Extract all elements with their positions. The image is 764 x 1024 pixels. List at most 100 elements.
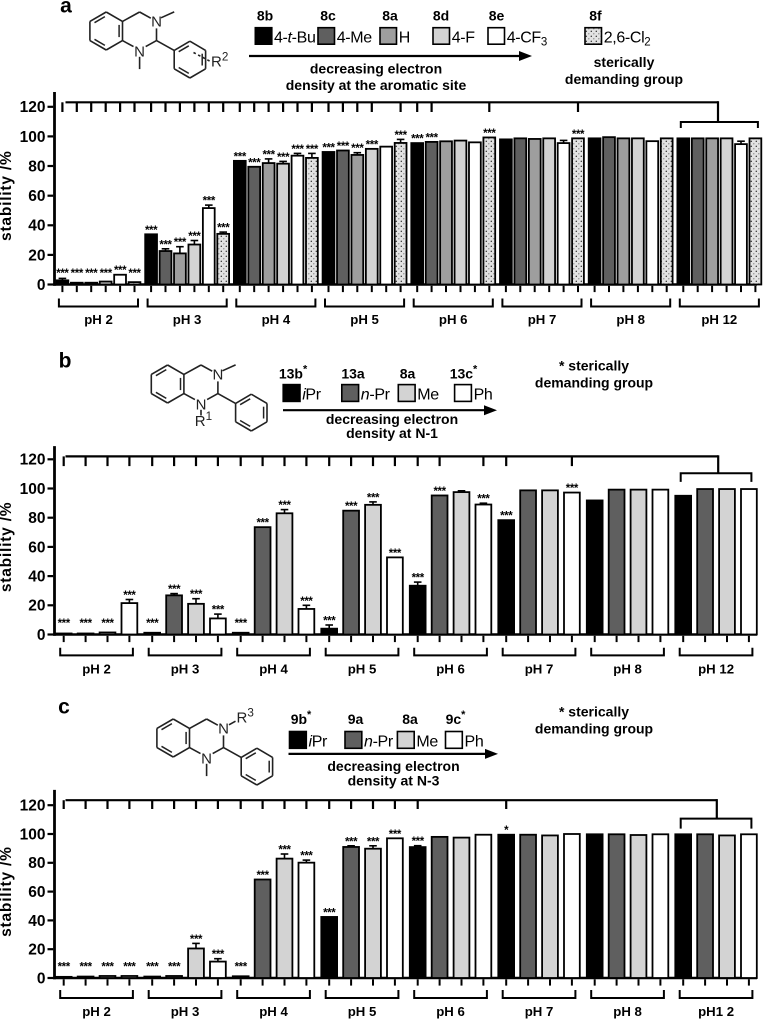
svg-text:***: *** [190, 934, 203, 946]
svg-text:4-F: 4-F [452, 29, 476, 46]
svg-text:***: *** [212, 949, 225, 961]
svg-text:N: N [201, 751, 212, 768]
svg-text:pH 6: pH 6 [436, 662, 465, 677]
svg-text:100: 100 [20, 826, 46, 843]
svg-text:2,6-Cl2: 2,6-Cl2 [604, 29, 651, 48]
svg-text:***: *** [277, 152, 290, 164]
svg-text:***: *** [323, 616, 336, 628]
svg-text:decreasing electron: decreasing electron [326, 411, 458, 427]
svg-text:R1: R1 [195, 410, 212, 430]
svg-text:***: *** [300, 851, 313, 863]
svg-text:8f: 8f [589, 8, 602, 24]
svg-text:***: *** [345, 501, 358, 513]
svg-text:density at N-1: density at N-1 [346, 425, 438, 441]
svg-text:N: N [134, 44, 145, 61]
svg-text:8e: 8e [489, 8, 505, 24]
svg-text:***: *** [146, 962, 159, 974]
svg-text:pH 3: pH 3 [171, 1004, 200, 1019]
svg-text:100: 100 [20, 481, 46, 498]
svg-text:8c: 8c [320, 8, 336, 24]
svg-text:8a: 8a [402, 711, 418, 727]
svg-text:density at the aromatic site: density at the aromatic site [286, 77, 467, 93]
svg-text:***: *** [235, 962, 248, 974]
svg-text:60: 60 [28, 188, 45, 205]
svg-text:***: *** [351, 143, 364, 155]
svg-text:n-Pr: n-Pr [364, 734, 394, 751]
svg-text:4-t-Bu: 4-t-Bu [274, 29, 316, 46]
svg-text:***: *** [168, 962, 181, 974]
svg-text:***: *** [483, 128, 496, 140]
svg-text:4-CF3: 4-CF3 [507, 29, 547, 48]
svg-text:R2: R2 [211, 51, 228, 71]
svg-text:9a: 9a [348, 711, 364, 727]
svg-text:***: *** [235, 618, 248, 630]
svg-text:***: *** [212, 605, 225, 617]
svg-text:***: *** [345, 836, 358, 848]
svg-text:***: *** [300, 596, 313, 608]
svg-text:13b*: 13b* [279, 364, 308, 382]
svg-text:sterically: sterically [594, 54, 655, 70]
svg-text:N: N [212, 367, 223, 384]
svg-text:demanding group: demanding group [565, 71, 683, 87]
svg-text:demanding group: demanding group [535, 721, 653, 737]
svg-text:***: *** [278, 845, 291, 857]
svg-text:Ph: Ph [474, 387, 493, 404]
svg-text:***: *** [79, 618, 92, 630]
svg-text:decreasing electron: decreasing electron [310, 61, 442, 77]
svg-text:iPr: iPr [302, 387, 322, 404]
svg-text:demanding group: demanding group [535, 375, 653, 391]
svg-text:***: *** [278, 500, 291, 512]
svg-text:pH 3: pH 3 [171, 662, 200, 677]
svg-text:stability /%: stability /% [0, 502, 15, 593]
svg-text:pH 2: pH 2 [82, 1004, 111, 1019]
svg-text:***: *** [500, 511, 513, 523]
svg-text:Me: Me [416, 734, 438, 751]
svg-text:***: *** [248, 157, 261, 169]
svg-text:pH 7: pH 7 [528, 312, 557, 327]
svg-text:***: *** [367, 492, 380, 504]
svg-text:***: *** [389, 829, 402, 841]
svg-text:pH 8: pH 8 [613, 1004, 642, 1019]
svg-text:***: *** [123, 590, 136, 602]
svg-text:120: 120 [20, 798, 46, 815]
svg-text:***: *** [389, 548, 402, 560]
svg-text:0: 0 [37, 970, 46, 987]
svg-text:pH 2: pH 2 [84, 312, 113, 327]
svg-text:40: 40 [28, 218, 45, 235]
svg-text:pH 5: pH 5 [350, 312, 379, 327]
svg-text:Ph: Ph [465, 734, 484, 751]
svg-text:***: *** [190, 589, 203, 601]
svg-text:4-Me: 4-Me [337, 29, 373, 46]
svg-text:***: *** [366, 139, 379, 151]
svg-text:***: *** [188, 231, 201, 243]
svg-text:pH 6: pH 6 [436, 1004, 465, 1019]
svg-text:***: *** [412, 836, 425, 848]
svg-text:60: 60 [28, 884, 45, 901]
svg-text:***: *** [412, 573, 425, 585]
svg-text:60: 60 [28, 539, 45, 556]
svg-text:H: H [399, 29, 410, 46]
svg-text:pH 4: pH 4 [259, 662, 288, 677]
svg-text:Me: Me [417, 387, 439, 404]
svg-text:***: *** [291, 144, 304, 156]
svg-text:***: *** [572, 129, 585, 141]
svg-text:***: *** [306, 144, 319, 156]
svg-text:***: *** [262, 149, 275, 161]
svg-text:c: c [58, 696, 70, 719]
svg-text:pH 6: pH 6 [439, 312, 468, 327]
svg-text:b: b [59, 350, 72, 373]
svg-text:***: *** [203, 196, 216, 208]
svg-text:density at N-3: density at N-3 [348, 773, 440, 789]
svg-text:iPr: iPr [309, 734, 329, 751]
svg-text:decreasing electron: decreasing electron [327, 758, 459, 774]
svg-text:80: 80 [28, 158, 45, 175]
svg-text:***: *** [101, 618, 114, 630]
svg-text:***: *** [168, 584, 181, 596]
svg-text:***: *** [411, 134, 424, 146]
svg-text:***: *** [128, 268, 141, 280]
svg-text:*: * [504, 825, 509, 837]
svg-text:***: *** [114, 265, 127, 277]
svg-text:***: *** [56, 268, 69, 280]
svg-text:***: *** [101, 962, 114, 974]
svg-text:13c*: 13c* [450, 364, 478, 382]
